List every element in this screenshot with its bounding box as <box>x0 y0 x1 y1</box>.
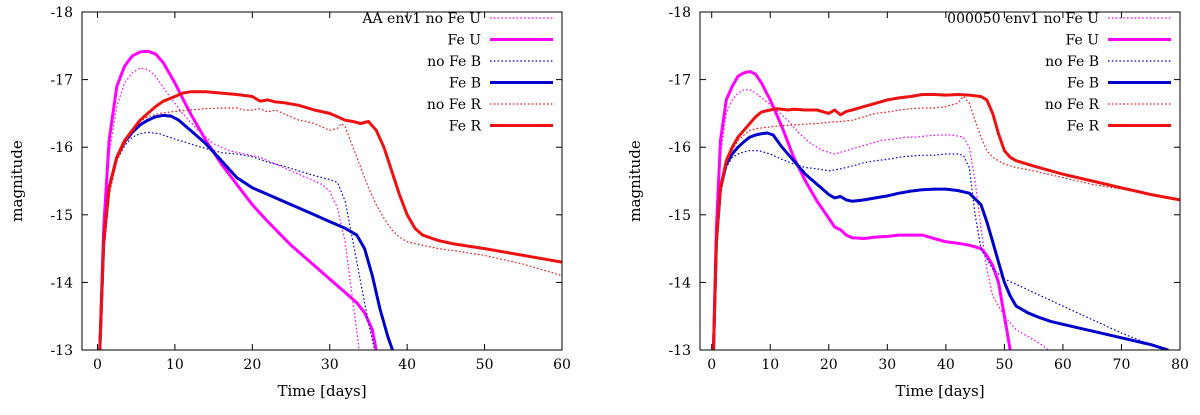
x-tick-label: 10 <box>166 357 184 373</box>
legend-label: no Fe R <box>1045 97 1100 113</box>
y-tick-label: -18 <box>668 5 691 21</box>
y-axis-label: magnitude <box>626 140 644 222</box>
y-tick-label: -15 <box>668 208 691 224</box>
y-axis-label: magnitude <box>8 140 26 222</box>
series-line-fe-r <box>712 93 1180 350</box>
y-tick-label: -16 <box>50 140 73 156</box>
x-tick-label: 0 <box>707 357 716 373</box>
plot-frame <box>81 11 563 351</box>
legend-label: no Fe B <box>1045 54 1099 70</box>
plot-area <box>712 70 1180 350</box>
y-tick-label: -17 <box>50 73 73 89</box>
legend-label: Fe B <box>1067 76 1099 92</box>
y-tick-label: -16 <box>668 140 691 156</box>
legend-label: Fe R <box>1067 119 1100 135</box>
y-tick-label: -13 <box>668 343 691 359</box>
series-line-fe-b <box>98 113 394 350</box>
series-line-no-fe-b <box>712 150 1169 350</box>
chart-right: 0 10 20 30 40 50 60 70 80 -13 -14 -15 -16 -17 -18 Time … <box>626 5 1189 400</box>
x-tick-label: 30 <box>878 357 896 373</box>
legend-label: Fe B <box>449 76 481 92</box>
plot-area <box>98 49 562 350</box>
series-line-fe-u <box>712 70 1012 350</box>
x-tick-label: 50 <box>995 357 1013 373</box>
series-line-fe-u <box>98 49 378 350</box>
x-axis-label: Time [days] <box>277 382 366 400</box>
series-line-aa-env1-no-fe-u <box>99 67 360 350</box>
x-tick-label: 10 <box>761 357 779 373</box>
series-line-no-fe-r <box>99 107 562 350</box>
x-tick-label: 30 <box>321 357 339 373</box>
y-tick-label: -15 <box>50 208 73 224</box>
y-tick-label: -14 <box>50 275 73 291</box>
x-tick-label: 0 <box>93 357 102 373</box>
legend-label: no Fe B <box>427 54 481 70</box>
x-tick-label: 50 <box>476 357 494 373</box>
legend-label: 000050 env1 no Fe U <box>947 11 1099 27</box>
y-tick-label: -18 <box>50 5 73 21</box>
chart-left: 0 10 20 30 40 50 60 -13 -14 -15 -16 -17 -18 Time [day… <box>8 5 571 400</box>
legend-label: no Fe R <box>427 97 482 113</box>
plot-frame <box>699 11 1181 351</box>
y-tick-label: -13 <box>50 343 73 359</box>
series-line-no-fe-b <box>99 131 376 350</box>
legend-label: Fe U <box>448 33 482 49</box>
x-tick-label: 40 <box>398 357 416 373</box>
x-tick-label: 60 <box>553 357 571 373</box>
x-tick-label: 60 <box>1054 357 1072 373</box>
x-tick-label: 20 <box>243 357 261 373</box>
x-axis-label: Time [days] <box>895 382 984 400</box>
legend: 000050 env1 no Fe U Fe U no Fe B Fe B no Fe … <box>947 11 1171 135</box>
series-line-fe-r <box>98 90 562 350</box>
legend: AA env1 no Fe U Fe U no Fe B Fe B no Fe R Fe … <box>361 11 553 135</box>
y-tick-label: -17 <box>668 73 691 89</box>
series-line-000050-env1-no-fe-u <box>712 89 1049 350</box>
series-line-fe-b <box>712 131 1169 350</box>
x-tick-label: 80 <box>1171 357 1189 373</box>
legend-label: Fe U <box>1066 33 1100 49</box>
legend-label: AA env1 no Fe U <box>361 11 481 27</box>
legend-label: Fe R <box>449 119 482 135</box>
y-tick-label: -14 <box>668 275 691 291</box>
x-tick-label: 20 <box>820 357 838 373</box>
x-tick-label: 40 <box>937 357 955 373</box>
x-tick-label: 70 <box>1113 357 1131 373</box>
